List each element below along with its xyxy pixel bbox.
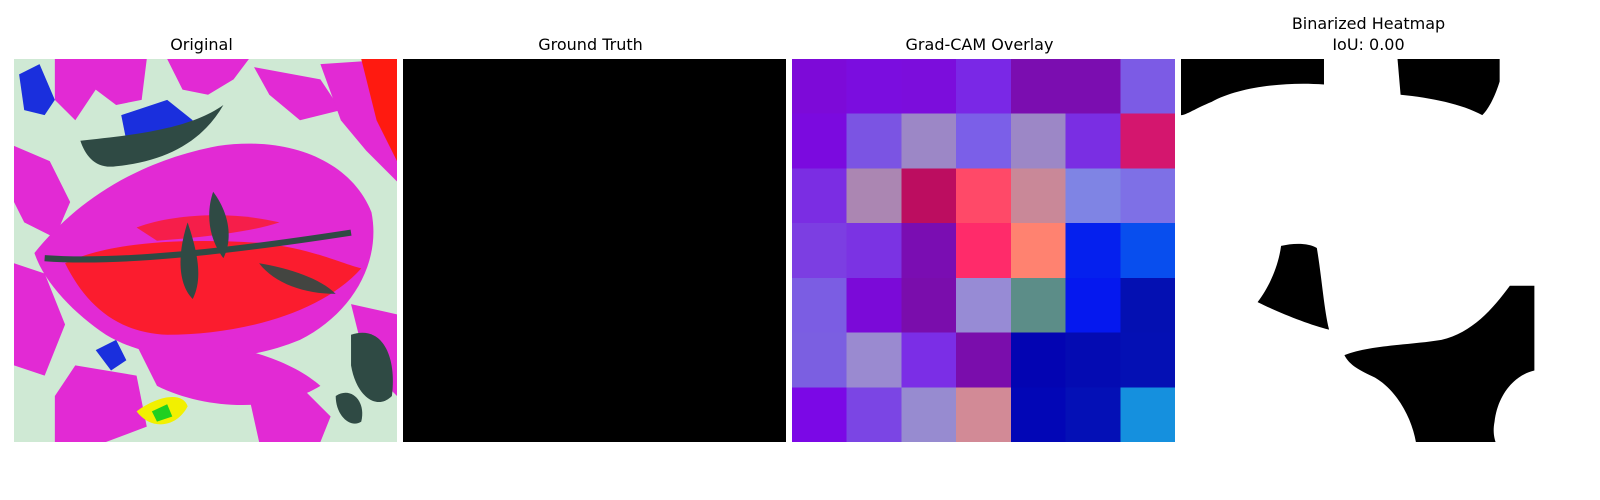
- gradcam-cell: [956, 387, 1012, 442]
- gradcam-cell: [792, 113, 848, 169]
- gradcam-cell: [901, 387, 957, 442]
- gradcam-cell: [792, 332, 848, 388]
- gradcam-cell: [1065, 113, 1121, 169]
- gradcam-cell: [901, 277, 957, 334]
- gradcam-cell: [1065, 59, 1121, 115]
- panel-title-ground-truth: Ground Truth: [538, 35, 643, 54]
- gradcam-cell: [846, 168, 902, 224]
- gradcam-cell: [846, 223, 902, 279]
- gradcam-cell: [901, 59, 957, 115]
- gradcam-cell: [956, 59, 1012, 115]
- gradcam-cell: [956, 223, 1012, 279]
- gradcam-cell: [956, 113, 1012, 169]
- gradcam-cell: [1065, 332, 1121, 388]
- gradcam-cell: [1065, 168, 1121, 224]
- gradcam-cell: [792, 59, 848, 115]
- gradcam-cell: [1065, 223, 1121, 279]
- gradcam-cell: [1010, 387, 1067, 442]
- gradcam-cell: [846, 113, 902, 169]
- gradcam-cell: [901, 113, 957, 169]
- gradcam-cell: [1010, 332, 1067, 388]
- gradcam-cell: [792, 277, 848, 334]
- gradcam-cell: [792, 387, 848, 442]
- gradcam-cell: [1120, 59, 1175, 115]
- gradcam-cell: [846, 387, 902, 442]
- gradcam-cell: [846, 332, 902, 388]
- gradcam-cell: [901, 168, 957, 224]
- panel-title-gradcam: Grad-CAM Overlay: [905, 35, 1054, 54]
- gradcam-cell: [1010, 168, 1067, 224]
- gradcam-cell: [1010, 277, 1067, 334]
- panel-title-binarized: Binarized Heatmap: [1291, 14, 1446, 33]
- gradcam-cell: [792, 223, 848, 279]
- gradcam-cell: [1010, 59, 1067, 115]
- gradcam-cell: [1010, 113, 1067, 169]
- ground-truth-mask: [403, 59, 786, 442]
- gradcam-cell: [1010, 223, 1067, 279]
- gradcam-cell: [1065, 277, 1121, 334]
- gradcam-cell: [1065, 387, 1121, 442]
- gradcam-cell: [846, 277, 902, 334]
- binarized-heatmap: [1181, 59, 1564, 442]
- gradcam-cell: [1120, 277, 1175, 334]
- original-image: [14, 59, 397, 442]
- gradcam-cell: [956, 277, 1012, 334]
- gradcam-cell: [792, 168, 848, 224]
- gradcam-cell: [1120, 113, 1175, 169]
- gradcam-cell: [901, 332, 957, 388]
- gradcam-cell: [1120, 223, 1175, 279]
- gradcam-cell: [956, 332, 1012, 388]
- gradcam-cell: [956, 168, 1012, 224]
- gradcam-overlay: [792, 59, 1175, 442]
- gradcam-cell: [1120, 387, 1175, 442]
- gradcam-cell: [1120, 168, 1175, 224]
- gradcam-cell: [846, 59, 902, 115]
- gradcam-cell: [1120, 332, 1175, 388]
- iou-score: IoU: 0.00: [1332, 35, 1405, 54]
- gradcam-cell: [901, 223, 957, 279]
- panel-title-original: Original: [170, 35, 233, 54]
